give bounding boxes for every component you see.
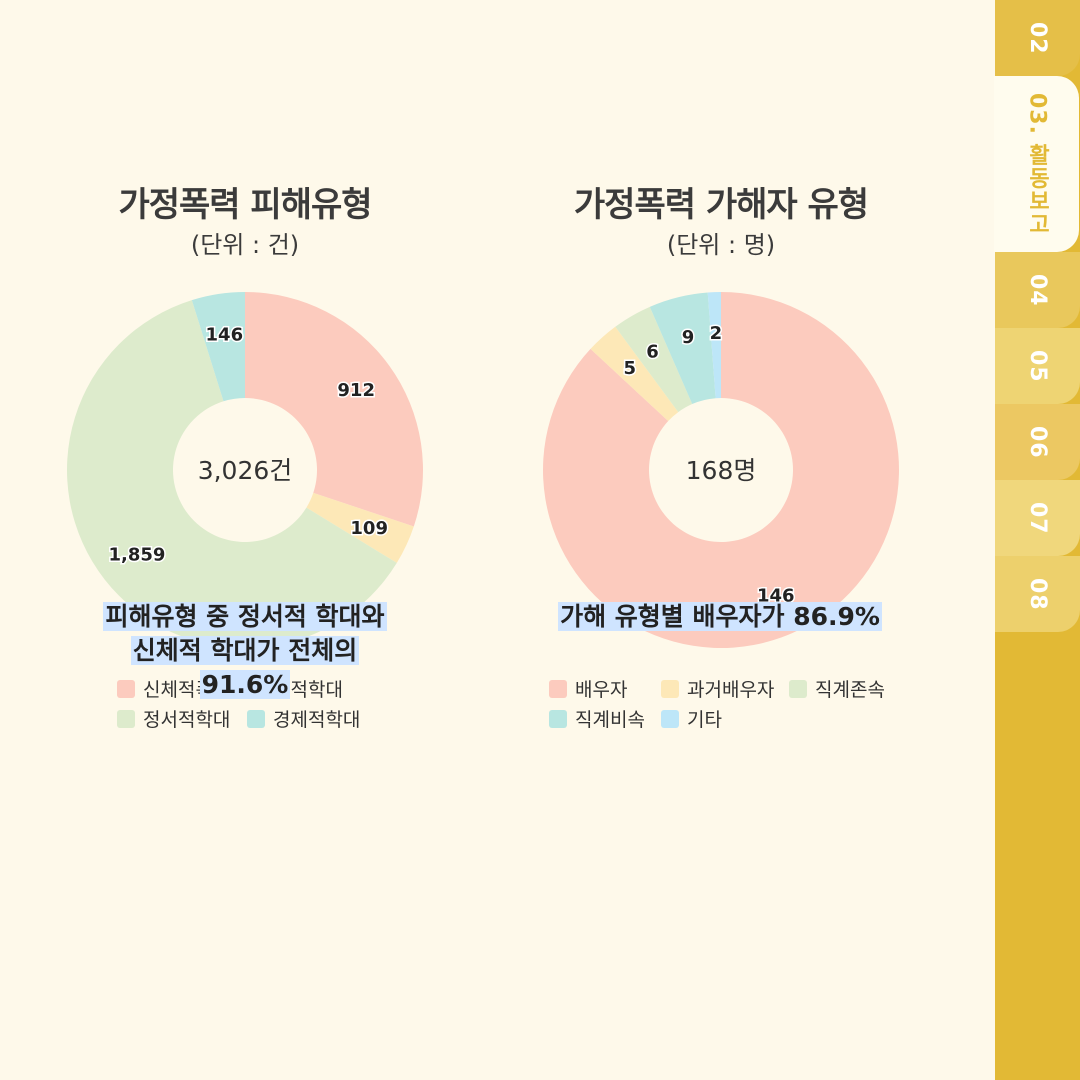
tab-02[interactable]: 02 [995, 0, 1080, 76]
data-label: 912 [337, 380, 375, 401]
victim-type-donut-chart: 912 109 1,859 146 3,026건 [66, 292, 423, 648]
data-label: 5 [623, 358, 636, 379]
legend-label: 배우자 [575, 679, 628, 701]
legend-item: 정서적학대 [117, 705, 230, 732]
legend-label: 경제적학대 [273, 709, 361, 731]
donut-slice [649, 292, 716, 405]
legend-label: 직계비속 [575, 709, 645, 731]
center-total-label: 168명 [686, 456, 757, 485]
data-label: 9 [682, 327, 695, 348]
tab-08[interactable]: 08 [995, 556, 1080, 632]
chart-title: 가정폭력 피해유형 [118, 185, 372, 225]
donut-slice [66, 300, 397, 648]
section-tab-bar: 02 03. 활동보고 04 05 06 07 08 [994, 0, 1080, 1080]
legend-item: 배우자 [549, 675, 627, 702]
data-label: 109 [350, 518, 388, 539]
caption-line: 가해 유형별 배우자가 86.9% [558, 602, 882, 631]
tab-label: 05 [1025, 349, 1050, 383]
caption-line: 91.6% [199, 670, 291, 699]
center-total-label: 3,026건 [198, 456, 293, 485]
legend-label: 기타 [687, 709, 722, 731]
tab-label: 02 [1025, 21, 1050, 55]
tab-label: 07 [1025, 501, 1050, 535]
caption-line: 신체적 학대가 전체의 [130, 636, 360, 665]
donut-slice [245, 292, 423, 527]
donut-slice [590, 326, 679, 422]
chart-unit-label: (단위 : 명) [666, 231, 776, 259]
legend-item: 과거배우자 [661, 675, 774, 702]
tab-05[interactable]: 05 [995, 328, 1080, 404]
donut-slice [191, 292, 245, 402]
perpetrator-type-caption: 가해 유형별 배우자가 86.9% [520, 600, 920, 634]
donut-slice [543, 292, 899, 648]
legend-item: 직계존속 [789, 675, 885, 702]
legend-item: 직계비속 [549, 705, 645, 732]
data-label: 1,859 [109, 544, 166, 565]
data-label: 6 [646, 341, 659, 362]
tab-04[interactable]: 04 [995, 252, 1080, 328]
tab-label: 03. 활동보고 [1024, 92, 1050, 236]
tab-03[interactable]: 03. 활동보고 [994, 76, 1079, 252]
legend-swatch [549, 709, 567, 728]
donut-slice [707, 292, 721, 399]
donut-slice [306, 492, 414, 563]
victim-type-panel: 가정폭력 피해유형 (단위 : 건) 912 109 1,859 146 3,026건 … [35, 180, 455, 731]
tab-label: 04 [1025, 273, 1050, 307]
legend-swatch [661, 709, 679, 728]
perpetrator-type-panel: 가정폭력 가해자 유형 (단위 : 명) 146 5 6 9 2 168명 배우자 과거배우… [511, 180, 931, 731]
legend-swatch [247, 709, 265, 728]
legend-swatch [117, 679, 135, 698]
legend-label: 직계존속 [815, 679, 885, 701]
data-label: 146 [206, 325, 244, 346]
legend-item: 기타 [661, 705, 722, 732]
donut-slice [615, 306, 693, 413]
legend-item: 경제적학대 [247, 705, 360, 732]
tab-06[interactable]: 06 [995, 404, 1080, 480]
legend-swatch [789, 679, 807, 698]
tab-label: 06 [1025, 425, 1050, 459]
caption-line: 피해유형 중 정서적 학대와 [103, 602, 387, 631]
tab-label: 08 [1025, 577, 1050, 611]
chart-unit-label: (단위 : 건) [190, 231, 300, 259]
chart-title: 가정폭력 가해자 유형 [573, 185, 869, 225]
data-label: 2 [710, 323, 723, 344]
legend-swatch [117, 709, 135, 728]
tab-07[interactable]: 07 [995, 480, 1080, 556]
legend-label: 정서적학대 [143, 709, 231, 731]
legend-swatch [661, 679, 679, 698]
legend-label: 성적학대 [273, 679, 343, 701]
legend-label: 과거배우자 [687, 679, 775, 701]
legend-swatch [549, 679, 567, 698]
